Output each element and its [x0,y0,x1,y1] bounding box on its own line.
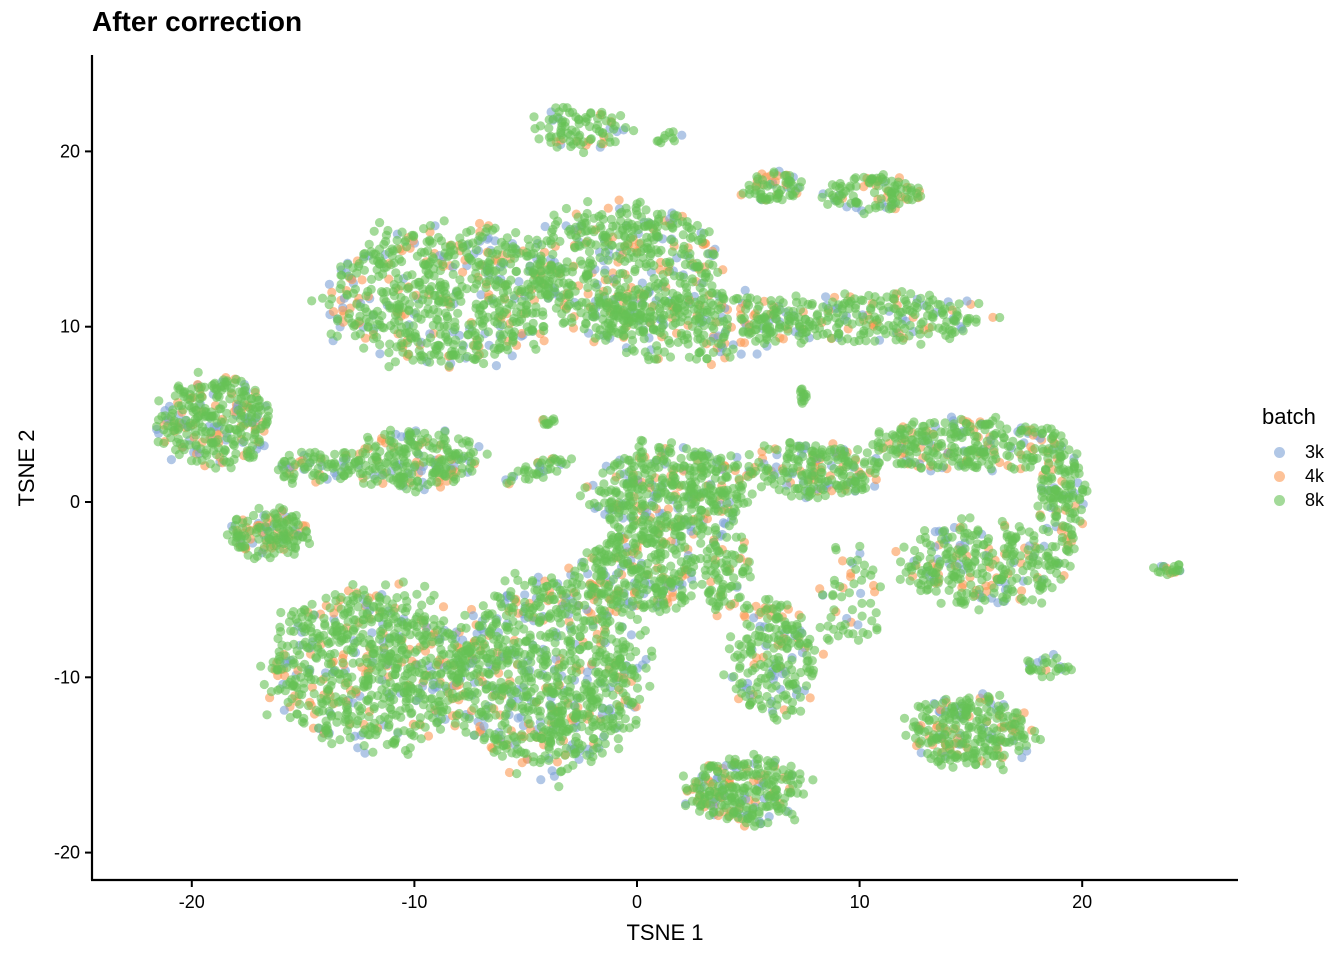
x-tick-label: -10 [401,892,427,912]
legend-swatch-3k [1274,446,1285,458]
x-tick-label: 10 [850,892,870,912]
data-points [152,102,1185,831]
y-axis-title: TSNE 2 [14,429,39,506]
x-axis-ticks: -20 -10 0 10 20 [179,880,1092,912]
legend: batch 3k 4k 8k [1262,404,1324,512]
x-tick-label: -20 [179,892,205,912]
chart-title: After correction [92,6,303,37]
legend-swatch-4k [1274,470,1285,482]
legend-label: 3k [1305,441,1325,462]
y-tick-label: 0 [70,492,80,512]
x-axis-title: TSNE 1 [626,920,703,945]
legend-swatch-8k [1274,494,1285,506]
x-tick-label: 0 [632,892,642,912]
x-tick-label: 20 [1072,892,1092,912]
legend-label: 8k [1305,489,1325,510]
legend-label: 4k [1305,465,1325,486]
y-tick-label: 10 [60,317,80,337]
y-tick-label: -20 [54,843,80,863]
legend-item-4k: 4k [1262,464,1324,488]
legend-item-3k: 3k [1262,440,1324,464]
y-axis-ticks: -20 -10 0 10 20 [54,141,92,863]
legend-item-8k: 8k [1262,488,1324,512]
legend-title: batch [1262,404,1316,429]
y-tick-label: -10 [54,667,80,687]
y-tick-label: 20 [60,141,80,161]
